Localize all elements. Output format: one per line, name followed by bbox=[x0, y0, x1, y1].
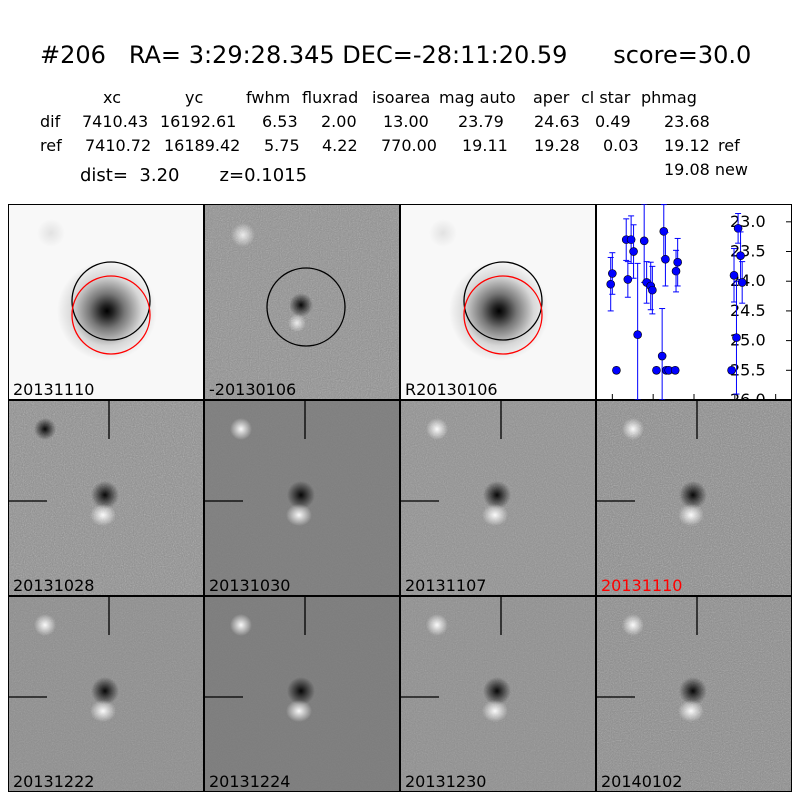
stamp-panel: 20131110 bbox=[596, 400, 792, 596]
stamp-image bbox=[597, 597, 791, 791]
panel-label: 20131222 bbox=[13, 772, 95, 791]
data-point bbox=[661, 254, 670, 264]
data-point bbox=[729, 270, 739, 280]
data-point bbox=[737, 278, 747, 287]
y-tick-label: 25.5 bbox=[730, 360, 766, 379]
col-header-mag-auto: mag auto bbox=[439, 88, 516, 107]
cell: 5.75 bbox=[264, 136, 300, 155]
galaxy-image bbox=[9, 205, 203, 399]
diff-image bbox=[205, 205, 399, 399]
data-point bbox=[612, 366, 621, 375]
stamp-panel: 20131224 bbox=[204, 596, 400, 792]
ref-suffix: ref bbox=[718, 136, 740, 155]
stamp-panel: 20131028 bbox=[8, 400, 204, 596]
aperture-circle-black bbox=[266, 267, 346, 347]
data-point bbox=[727, 366, 736, 375]
panel-label: 20140102 bbox=[601, 772, 683, 791]
data-point bbox=[606, 279, 615, 289]
stamp-image bbox=[9, 401, 203, 595]
y-tick-label: 23.5 bbox=[730, 242, 766, 261]
data-point bbox=[733, 224, 743, 233]
data-point bbox=[736, 251, 745, 260]
data-point bbox=[670, 366, 680, 375]
data-point bbox=[639, 236, 649, 246]
stamp-image bbox=[205, 597, 399, 791]
panel-label: 20131110 bbox=[13, 380, 95, 399]
cell: 24.63 bbox=[534, 112, 580, 131]
panel-ref-image: R20130106 bbox=[400, 204, 596, 400]
stamp-image bbox=[9, 597, 203, 791]
cell: 7410.43 bbox=[82, 112, 149, 131]
col-header-yc: yc bbox=[185, 88, 204, 107]
cell: 4.22 bbox=[322, 136, 358, 155]
data-point bbox=[648, 285, 657, 295]
panel-label: 20131110 bbox=[601, 576, 683, 595]
panel-label: R20130106 bbox=[405, 380, 498, 399]
panel-label: 20131224 bbox=[209, 772, 291, 791]
col-header-fwhm: fwhm bbox=[246, 88, 291, 107]
stamp-panel: 20140102 bbox=[596, 596, 792, 792]
panel-label: 20131028 bbox=[13, 576, 95, 595]
data-point bbox=[629, 247, 638, 256]
stamp-image bbox=[401, 401, 595, 595]
stamp-panel: 20131107 bbox=[400, 400, 596, 596]
stamp-image bbox=[401, 597, 595, 791]
data-point bbox=[633, 330, 642, 339]
row-label-dif: dif bbox=[40, 112, 61, 131]
data-point bbox=[623, 275, 633, 284]
stamp-image bbox=[597, 401, 791, 595]
panel-new-image: 20131110 bbox=[8, 204, 204, 400]
stamp-panel: 20131030 bbox=[204, 400, 400, 596]
panel-label: -20130106 bbox=[209, 380, 297, 399]
panel-label: 20131107 bbox=[405, 576, 487, 595]
light-curve-plot: 23.023.524.024.525.025.526.0−100−5005010… bbox=[590, 203, 794, 424]
cell: 0.49 bbox=[595, 112, 631, 131]
col-header-fluxrad: fluxrad bbox=[302, 88, 359, 107]
cell: 23.68 bbox=[664, 112, 710, 131]
aperture-circle-red bbox=[463, 275, 543, 355]
cell: 2.00 bbox=[321, 112, 357, 131]
col-header-phmag: phmag bbox=[641, 88, 697, 107]
aperture-circle-black bbox=[71, 261, 151, 341]
light-curve-svg: 23.023.524.024.525.025.526.0−100−5005010… bbox=[590, 203, 792, 422]
new-mag: 19.08 new bbox=[664, 160, 748, 179]
cell: 23.79 bbox=[458, 112, 504, 131]
data-point bbox=[659, 227, 669, 236]
cell: 19.28 bbox=[534, 136, 580, 155]
data-point bbox=[671, 266, 681, 276]
data-point bbox=[732, 333, 741, 342]
stamp-image bbox=[205, 401, 399, 595]
data-point bbox=[657, 351, 667, 361]
col-header-cl-star: cl star bbox=[581, 88, 631, 107]
cell: 7410.72 bbox=[85, 136, 152, 155]
cell: 16189.42 bbox=[164, 136, 241, 155]
cell: 16192.61 bbox=[160, 112, 237, 131]
cell: 13.00 bbox=[383, 112, 429, 131]
aperture-circle-red bbox=[71, 275, 151, 355]
row-label-ref: ref bbox=[40, 136, 62, 155]
aperture-circle-black bbox=[463, 261, 543, 341]
dist-readout: dist= 3.20 z=0.1015 bbox=[80, 165, 308, 186]
galaxy-image bbox=[401, 205, 595, 399]
data-point bbox=[673, 257, 682, 267]
panel-label: 20131030 bbox=[209, 576, 291, 595]
stamp-panel: 20131222 bbox=[8, 596, 204, 792]
cell: 19.12 bbox=[664, 136, 710, 155]
panel-label: 20131230 bbox=[405, 772, 487, 791]
cell: 19.11 bbox=[462, 136, 508, 155]
data-point bbox=[652, 366, 661, 375]
col-header-aper: aper bbox=[533, 88, 570, 107]
cell: 6.53 bbox=[262, 112, 298, 131]
cell: 0.03 bbox=[603, 136, 639, 155]
panel-diff-image: -20130106 bbox=[204, 204, 400, 400]
cell: 770.00 bbox=[381, 136, 437, 155]
col-header-isoarea: isoarea bbox=[372, 88, 431, 107]
stamp-panel: 20131230 bbox=[400, 596, 596, 792]
data-point bbox=[608, 269, 617, 278]
col-header-xc: xc bbox=[103, 88, 121, 107]
candidate-title: #206 RA= 3:29:28.345 DEC=-28:11:20.59 sc… bbox=[40, 41, 752, 69]
y-tick-label: 24.5 bbox=[730, 301, 766, 320]
y-tick-label: 24.0 bbox=[730, 271, 766, 290]
